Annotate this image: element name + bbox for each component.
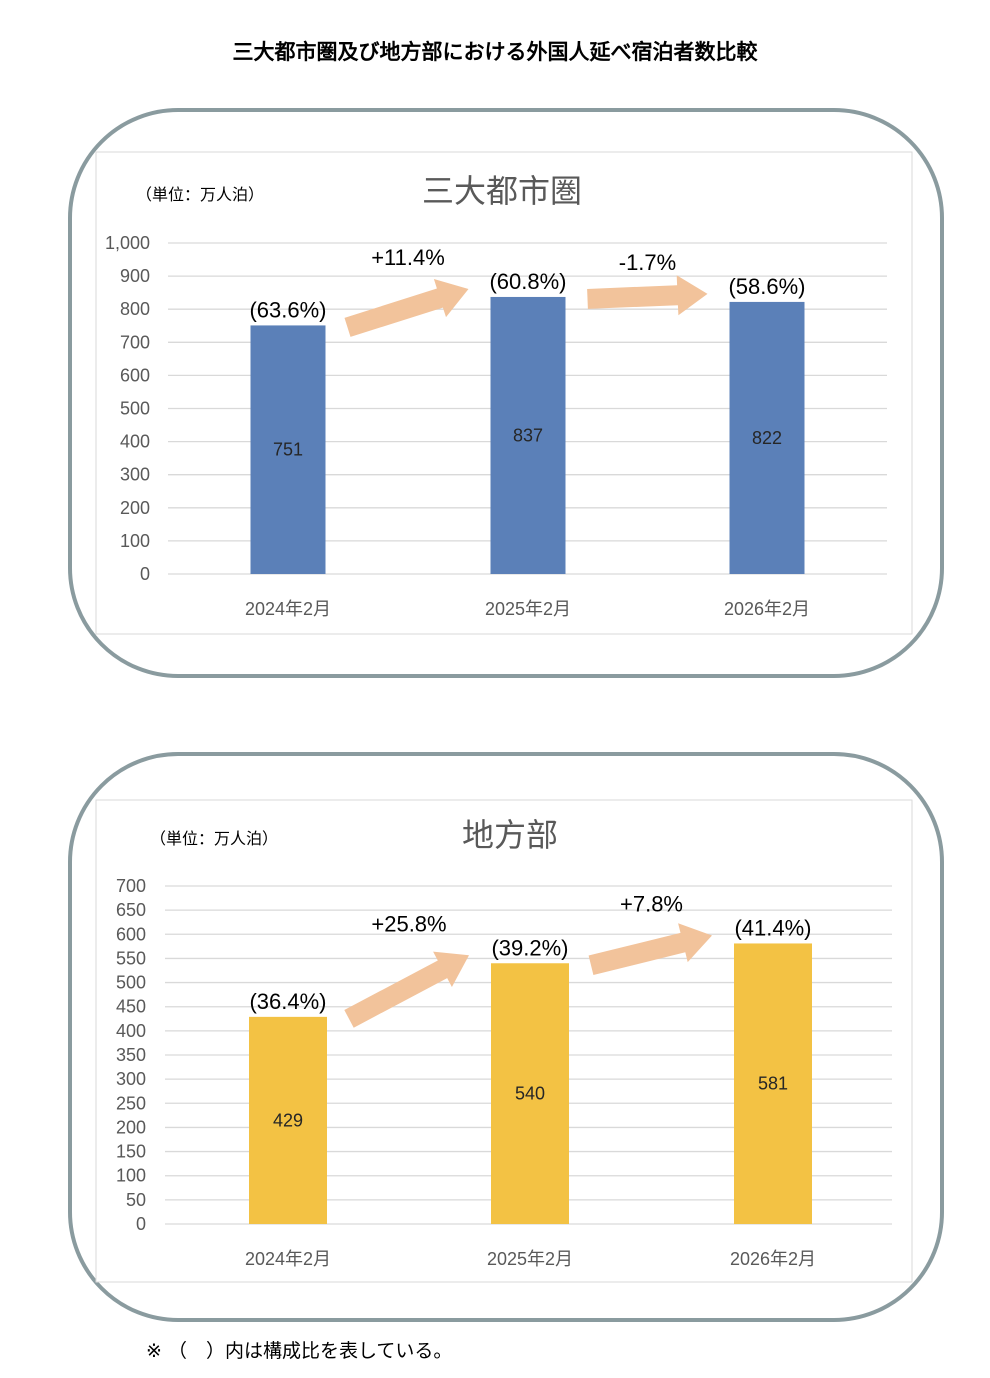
change-label: +7.8% [620, 891, 683, 916]
y-tick-label: 700 [120, 332, 150, 352]
chart-title: 三大都市圏 [422, 172, 582, 210]
category-label: 2026年2月 [730, 1249, 816, 1269]
y-tick-label: 100 [116, 1166, 146, 1186]
share-label: (60.8%) [489, 269, 566, 294]
share-label: (39.2%) [491, 935, 568, 960]
y-tick-label: 350 [116, 1045, 146, 1065]
y-tick-label: 200 [120, 498, 150, 518]
share-label: (41.4%) [734, 915, 811, 940]
y-tick-label: 0 [136, 1214, 146, 1234]
category-label: 2026年2月 [724, 599, 810, 619]
y-tick-label: 700 [116, 876, 146, 896]
page-title: 三大都市圏及び地方部における外国人延べ宿泊者数比較 [232, 40, 758, 64]
bar [734, 943, 812, 1224]
y-tick-label: 600 [116, 924, 146, 944]
y-tick-label: 1,000 [105, 233, 150, 253]
bar [729, 301, 805, 574]
change-label: +11.4% [371, 245, 445, 270]
y-tick-label: 600 [120, 365, 150, 385]
y-tick-label: 400 [120, 432, 150, 452]
footnote: ※ （ ）内は構成比を表している。 [146, 1340, 453, 1362]
y-tick-label: 500 [116, 973, 146, 993]
category-label: 2024年2月 [245, 599, 331, 619]
category-label: 2025年2月 [485, 599, 571, 619]
y-tick-label: 800 [120, 299, 150, 319]
bar [249, 1016, 327, 1224]
y-tick-label: 300 [120, 465, 150, 485]
value-label: 540 [515, 1084, 545, 1104]
chart-metro: 三大都市圏 （単位：万人泊） 0 100 200 300 400 500 600 700 800 90… [95, 151, 913, 635]
value-label: 837 [513, 425, 543, 445]
value-label: 429 [273, 1110, 303, 1130]
y-tick-label: 0 [140, 564, 150, 584]
change-arrow [344, 951, 469, 1028]
bar [250, 325, 326, 574]
y-tick-label: 450 [116, 997, 146, 1017]
share-label: (63.6%) [249, 297, 326, 322]
chart-regional: 地方部 （単位：万人泊） 0 50 100 150 200 250 300 350 400 450 50… [95, 799, 913, 1283]
change-arrow [588, 923, 712, 975]
y-tick-label: 50 [126, 1190, 146, 1210]
unit-label: （単位：万人泊） [150, 829, 278, 848]
y-tick-label: 200 [116, 1117, 146, 1137]
bar [490, 296, 566, 574]
chart-panel-regional: 地方部 （単位：万人泊） 0 50 100 150 200 250 300 350 400 450 50… [68, 752, 944, 1322]
change-arrow [587, 275, 708, 316]
value-label: 822 [752, 428, 782, 448]
y-tick-label: 500 [120, 399, 150, 419]
y-tick-label: 900 [120, 266, 150, 286]
category-label: 2024年2月 [245, 1249, 331, 1269]
y-tick-label: 150 [116, 1142, 146, 1162]
chart-panel-metro: 三大都市圏 （単位：万人泊） 0 100 200 300 400 500 600 700 800 90… [68, 108, 944, 678]
unit-label: （単位：万人泊） [136, 185, 264, 204]
y-tick-label: 100 [120, 531, 150, 551]
y-tick-label: 300 [116, 1069, 146, 1089]
category-label: 2025年2月 [487, 1249, 573, 1269]
y-tick-label: 400 [116, 1021, 146, 1041]
y-tick-label: 650 [116, 900, 146, 920]
bar [491, 963, 569, 1224]
change-arrow [344, 279, 469, 337]
share-label: (58.6%) [728, 274, 805, 299]
y-tick-label: 250 [116, 1093, 146, 1113]
chart-title: 地方部 [462, 816, 558, 854]
share-label: (36.4%) [249, 989, 326, 1014]
value-label: 751 [273, 440, 303, 460]
y-tick-label: 550 [116, 948, 146, 968]
change-label: -1.7% [619, 250, 676, 275]
value-label: 581 [758, 1074, 788, 1094]
change-label: +25.8% [371, 911, 446, 936]
